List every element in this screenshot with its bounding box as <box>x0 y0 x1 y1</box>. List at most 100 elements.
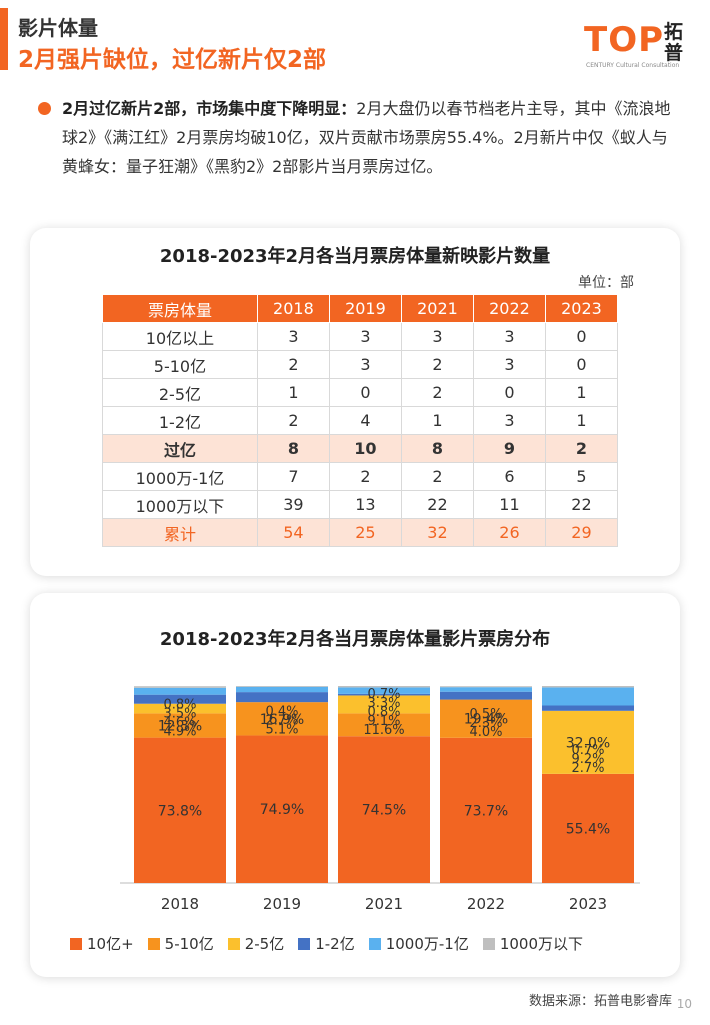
legend-item: 1000万-1亿 <box>368 933 469 954</box>
logo-subtitle: CENTURY Cultural Consultation <box>586 62 680 69</box>
bar-segment <box>440 687 532 692</box>
summary-lead: 2月过亿新片2部，市场集中度下降明显： <box>62 99 357 118</box>
legend-label: 1000万以下 <box>499 935 584 953</box>
data-label: 11.6% <box>363 723 404 738</box>
table-row: 1000万以下 39 13 22 11 22 <box>102 490 619 519</box>
bar-segment <box>236 702 328 736</box>
bar-segment <box>338 686 430 688</box>
data-label: 0.8% <box>367 705 400 720</box>
accent-bar <box>0 8 8 70</box>
row-label: 过亿 <box>102 434 258 463</box>
legend-label: 1000万-1亿 <box>385 935 469 953</box>
table-cell: 10 <box>328 434 402 463</box>
bar-segment <box>236 692 328 703</box>
bar-segment <box>338 693 430 696</box>
bar-segment <box>542 705 634 711</box>
table-cell: 39 <box>256 490 330 519</box>
table-cell: 4 <box>328 406 402 435</box>
data-label: 0.4% <box>265 704 298 719</box>
bar-segment <box>440 691 532 700</box>
table-cell: 3 <box>472 322 546 351</box>
x-tick-label: 2018 <box>161 895 199 913</box>
logo-wordmark: TOP <box>584 20 665 60</box>
table-header-cell: 票房体量 <box>102 294 258 323</box>
data-label: 4.0% <box>469 725 502 740</box>
legend-item: 1000万以下 <box>482 933 584 954</box>
bar-segment <box>236 686 328 693</box>
data-label: 73.8% <box>158 803 202 819</box>
bar-segment <box>236 735 328 883</box>
table-cell: 11 <box>472 490 546 519</box>
data-label: 9.1% <box>367 714 400 729</box>
table-unit: 单位：部 <box>578 275 634 291</box>
chart-title: 2018-2023年2月各当月票房体量影片票房分布 <box>159 629 551 650</box>
table-header-cell: 2022 <box>472 294 546 323</box>
x-tick-label: 2019 <box>263 895 301 913</box>
table-cell: 22 <box>400 490 474 519</box>
data-label: 2.7% <box>571 761 604 776</box>
bar-segment <box>338 736 430 883</box>
table-cell: 54 <box>256 518 330 547</box>
table-cell: 2 <box>400 462 474 491</box>
table-cell: 0 <box>328 378 402 407</box>
bar-segment <box>542 773 634 883</box>
table-cell: 2 <box>256 350 330 379</box>
data-label: 2.7% <box>265 713 298 728</box>
table-header-cell: 2018 <box>256 294 330 323</box>
x-tick-label: 2021 <box>365 895 403 913</box>
bar-segment <box>134 703 226 714</box>
stacked-bar-chart: 73.8%12.3%4.9%4.6%3.5%0.8%201874.9%16.9%… <box>120 686 640 913</box>
table-title: 2018-2023年2月各当月票房体量新映影片数量 <box>159 246 551 267</box>
data-label: 32.0% <box>566 735 610 751</box>
data-label: 0.5% <box>469 707 502 722</box>
chart-legend: 10亿+ 5-10亿 2-5亿 1-2亿 1000万-1亿 1000万以下 <box>70 933 583 954</box>
table-cell: 3 <box>256 322 330 351</box>
table-cell: 2 <box>544 434 619 463</box>
bar-segment <box>542 686 634 688</box>
table-row: 10亿以上 3 3 3 3 0 <box>102 322 619 351</box>
data-label: 55.4% <box>566 821 610 837</box>
table-cell: 1 <box>256 378 330 407</box>
bar-segment <box>338 695 430 714</box>
data-label: 3.3% <box>367 696 400 711</box>
legend-label: 1-2亿 <box>315 935 355 953</box>
table-row: 1000万-1亿 7 2 2 6 5 <box>102 462 619 491</box>
summary-paragraph: 2月过亿新片2部，市场集中度下降明显：2月大盘仍以春节档老片主导，其中《流浪地球… <box>62 94 674 181</box>
bullet-dot-icon <box>38 102 51 115</box>
box-office-chart-card: 2018-2023年2月各当月票房体量影片票房分布 73.8% 12.3% 4.9%… <box>30 593 680 977</box>
table-cell: 3 <box>400 322 474 351</box>
data-label: 5.1% <box>265 722 298 737</box>
row-label: 5-10亿 <box>102 350 258 379</box>
table-cell: 25 <box>328 518 402 547</box>
legend-item: 1-2亿 <box>298 933 355 954</box>
table-cell: 26 <box>472 518 546 547</box>
logo-chinese: 拓普 <box>664 21 684 64</box>
row-label: 1000万以下 <box>102 490 258 519</box>
bar-segment <box>338 687 430 694</box>
table-cell: 0 <box>544 322 619 351</box>
table-cell: 8 <box>400 434 474 463</box>
bar-segment <box>134 737 226 883</box>
table-cell: 3 <box>328 350 402 379</box>
table-cell: 3 <box>328 322 402 351</box>
brand-logo: TOP 拓普 CENTURY Cultural Consultation <box>582 20 702 72</box>
table-row: 累计 54 25 32 26 29 <box>102 518 619 547</box>
table-row: 2-5亿 1 0 2 0 1 <box>102 378 619 407</box>
bar-segment <box>440 699 532 738</box>
legend-swatch <box>70 937 82 950</box>
table-row: 1-2亿 2 4 1 3 1 <box>102 406 619 435</box>
table-cell: 1 <box>544 378 619 407</box>
table-cell: 3 <box>472 350 546 379</box>
bar-segment <box>134 713 226 738</box>
section-label: 影片体量 <box>18 16 98 40</box>
row-label: 2-5亿 <box>102 378 258 407</box>
legend-swatch <box>482 937 495 950</box>
legend-swatch <box>298 937 311 950</box>
data-label: 0.7% <box>571 743 604 758</box>
data-label: 0.8% <box>163 698 196 713</box>
table-cell: 32 <box>400 518 474 547</box>
data-label: 4.6% <box>163 716 196 731</box>
x-tick-label: 2023 <box>569 895 607 913</box>
bar-segment <box>134 687 226 695</box>
table-header-cell: 2023 <box>544 294 619 323</box>
